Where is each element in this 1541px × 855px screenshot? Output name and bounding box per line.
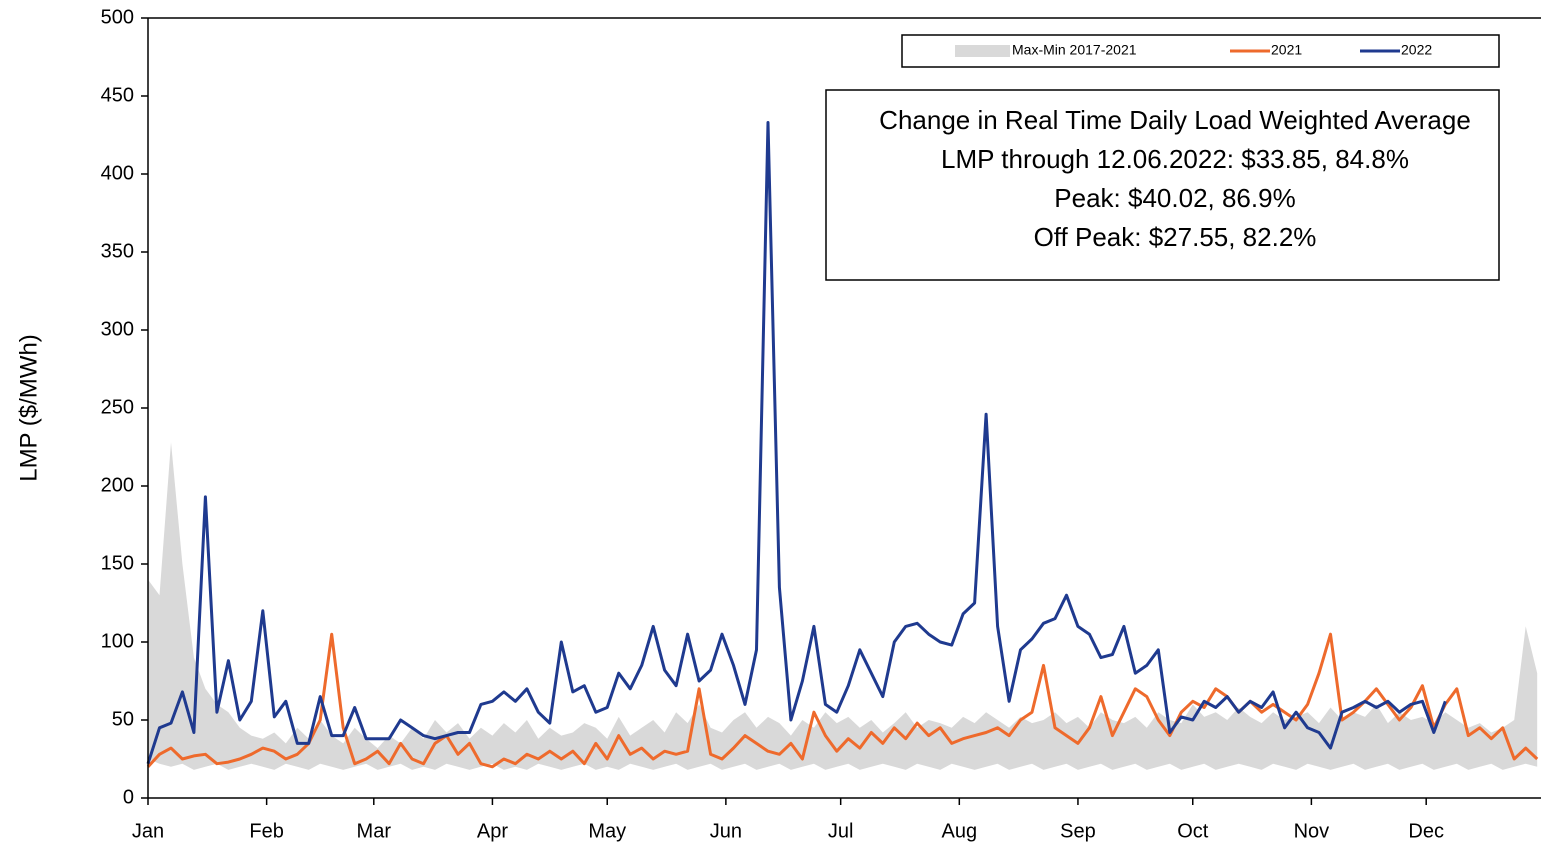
x-tick-label: Apr: [477, 820, 508, 842]
y-tick-label: 150: [101, 552, 134, 574]
annotation-line: Peak: $40.02, 86.9%: [1054, 183, 1295, 213]
x-tick-label: Dec: [1408, 820, 1444, 842]
annotation-box: [825, 89, 1500, 281]
y-tick-label: 0: [123, 786, 134, 808]
y-tick-label: 500: [101, 6, 134, 28]
x-tick-label: Jun: [710, 820, 742, 842]
y-tick-label: 300: [101, 318, 134, 340]
x-tick-label: Sep: [1060, 820, 1096, 842]
x-tick-label: Aug: [942, 820, 978, 842]
x-tick-label: May: [588, 820, 626, 842]
annotation-line: Change in Real Time Daily Load Weighted …: [879, 105, 1471, 135]
y-axis-title: LMP ($/MWh): [15, 334, 42, 482]
x-tick-label: Jan: [132, 820, 164, 842]
x-tick-label: Feb: [249, 820, 283, 842]
legend-label: 2022: [1401, 42, 1432, 58]
x-tick-label: Nov: [1294, 820, 1330, 842]
annotation-line: LMP through 12.06.2022: $33.85, 84.8%: [941, 144, 1409, 174]
series-line: [146, 632, 1539, 769]
y-tick-label: 250: [101, 396, 134, 418]
y-tick-label: 200: [101, 474, 134, 496]
legend-label: 2021: [1271, 42, 1302, 58]
annotation-line: Off Peak: $27.55, 82.2%: [1034, 222, 1317, 252]
legend-swatch: [955, 45, 1010, 57]
y-tick-label: 100: [101, 630, 134, 652]
legend-label: Max-Min 2017-2021: [1012, 42, 1137, 58]
x-tick-label: Oct: [1177, 820, 1209, 842]
y-tick-label: 350: [101, 240, 134, 262]
x-tick-label: Mar: [357, 820, 392, 842]
y-tick-label: 450: [101, 84, 134, 106]
x-tick-label: Jul: [828, 820, 854, 842]
plot-area: [146, 121, 1539, 770]
y-tick-label: 50: [112, 708, 134, 730]
y-tick-label: 400: [101, 162, 134, 184]
range-band: [148, 442, 1538, 770]
series-line: [146, 121, 1447, 765]
